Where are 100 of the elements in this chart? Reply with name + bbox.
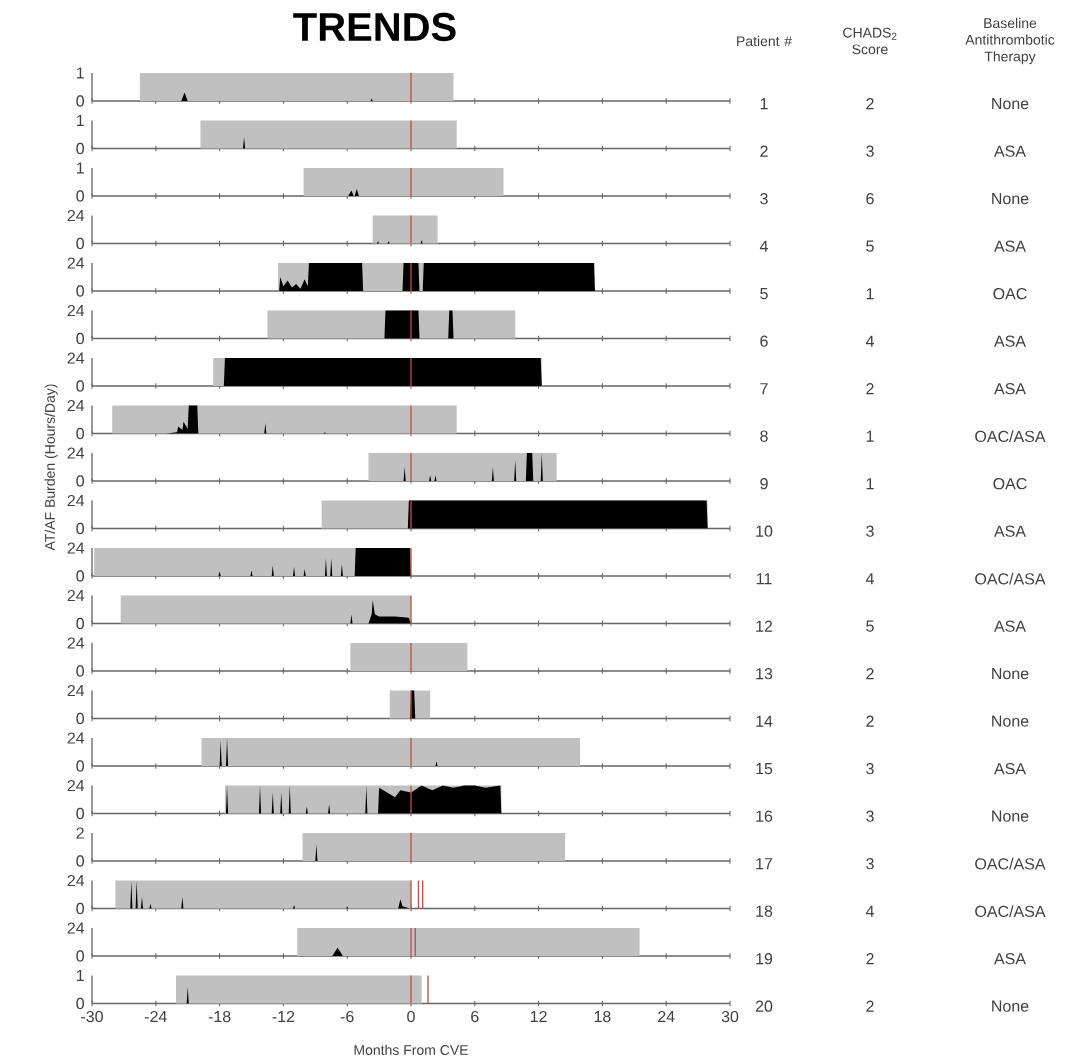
text: OAC bbox=[993, 478, 1027, 490]
y-tick-label: 24 bbox=[67, 589, 85, 602]
x-tick-label: 24 bbox=[658, 1010, 675, 1023]
x-axis-title: Months From CVE bbox=[354, 1044, 468, 1055]
text: 2 bbox=[866, 1000, 874, 1012]
y-tick-label: 0 bbox=[76, 760, 85, 772]
text: 14 bbox=[756, 715, 773, 727]
text: 4 bbox=[759, 240, 768, 252]
y-tick-label: 24 bbox=[67, 352, 85, 364]
x-tick-label: 6 bbox=[471, 1010, 479, 1023]
text: 10 bbox=[756, 525, 773, 537]
text: ASA bbox=[994, 383, 1026, 395]
y-axis-title: AT/AF Burden (Hours/Day) bbox=[44, 384, 58, 551]
text: ASA bbox=[994, 953, 1026, 965]
text: 2 bbox=[866, 715, 874, 727]
text: 6 bbox=[866, 193, 874, 205]
text: ASA bbox=[994, 145, 1026, 157]
text: 17 bbox=[756, 858, 773, 870]
text: 13 bbox=[756, 668, 773, 680]
text: 1 bbox=[866, 288, 874, 300]
y-tick-label: 24 bbox=[67, 209, 85, 222]
text: 20 bbox=[755, 1000, 773, 1012]
y-tick-label: 0 bbox=[76, 142, 85, 155]
text: Patient # bbox=[737, 35, 792, 47]
y-tick-label: 1 bbox=[76, 162, 84, 174]
y-tick-label: 0 bbox=[76, 475, 85, 487]
text: 5 bbox=[866, 620, 874, 632]
text: 2 bbox=[866, 98, 874, 110]
text: 12 bbox=[756, 620, 773, 632]
text: 1 bbox=[866, 430, 874, 442]
text: 6 bbox=[760, 335, 768, 347]
x-tick-label: 18 bbox=[594, 1010, 611, 1023]
text: 2 bbox=[866, 668, 874, 680]
y-tick-label: 0 bbox=[76, 665, 85, 677]
x-tick-label: 12 bbox=[530, 1010, 547, 1023]
text: OAC bbox=[993, 288, 1027, 300]
y-tick-label: 24 bbox=[67, 732, 85, 744]
y-tick-label: 24 bbox=[67, 637, 85, 649]
text: 4 bbox=[865, 573, 874, 585]
x-tick-label: -18 bbox=[208, 1010, 231, 1023]
text: 2 bbox=[760, 145, 768, 157]
y-tick-label: 24 bbox=[67, 494, 85, 507]
x-tick-label: -24 bbox=[144, 1010, 167, 1023]
x-tick-label: 0 bbox=[407, 1010, 415, 1023]
y-tick-label: 0 bbox=[76, 380, 85, 392]
text: 5 bbox=[866, 240, 874, 252]
text: 16 bbox=[756, 810, 773, 822]
text: None bbox=[992, 98, 1029, 110]
y-tick-label: 1 bbox=[76, 970, 84, 982]
y-tick-label: 0 bbox=[76, 522, 85, 535]
text: 3 bbox=[866, 525, 874, 537]
y-tick-label: 0 bbox=[76, 902, 85, 915]
text: 1 bbox=[866, 478, 874, 490]
text: None bbox=[992, 810, 1029, 822]
y-tick-label: 24 bbox=[67, 542, 85, 554]
text: 4 bbox=[865, 335, 874, 347]
text: 4 bbox=[865, 905, 874, 917]
y-tick-label: 24 bbox=[67, 779, 85, 792]
text: None bbox=[992, 715, 1029, 727]
text: ASA bbox=[994, 335, 1026, 347]
x-tick-label: -12 bbox=[272, 1010, 295, 1023]
text: 3 bbox=[866, 858, 874, 870]
text: ASA bbox=[994, 525, 1026, 537]
y-tick-label: 0 bbox=[76, 712, 85, 725]
y-tick-label: 0 bbox=[76, 617, 85, 630]
chart-title: TRENDS bbox=[293, 12, 456, 42]
text: OAC/ASA bbox=[975, 430, 1046, 443]
text: 2 bbox=[866, 953, 874, 965]
text: 15 bbox=[756, 763, 773, 775]
text: Baseline Antithrombotic Therapy bbox=[965, 17, 1055, 65]
y-tick-label: 0 bbox=[76, 570, 85, 582]
y-tick-label: 1 bbox=[76, 115, 84, 126]
y-tick-label: 0 bbox=[76, 855, 85, 867]
y-tick-label: 24 bbox=[67, 684, 85, 697]
x-tick-label: -6 bbox=[340, 1010, 354, 1023]
text: 9 bbox=[760, 478, 768, 490]
y-tick-label: 0 bbox=[76, 237, 85, 250]
y-tick-label: 0 bbox=[76, 332, 85, 345]
y-tick-label: 0 bbox=[76, 190, 85, 202]
y-tick-label: 24 bbox=[67, 922, 85, 934]
text: 1 bbox=[760, 98, 768, 110]
text: 11 bbox=[756, 573, 772, 585]
text: 18 bbox=[756, 905, 773, 917]
text: OAC/ASA bbox=[975, 572, 1046, 585]
y-tick-label: 24 bbox=[67, 257, 85, 269]
text: 19 bbox=[756, 953, 773, 965]
y-tick-label: 24 bbox=[67, 304, 85, 317]
text: 8 bbox=[760, 430, 768, 442]
text: 3 bbox=[866, 810, 874, 822]
text: 5 bbox=[760, 288, 768, 300]
text: 3 bbox=[760, 193, 768, 205]
y-tick-label: 2 bbox=[76, 827, 84, 839]
text: None bbox=[992, 193, 1029, 205]
y-tick-label: 24 bbox=[67, 399, 85, 412]
text: 7 bbox=[760, 383, 768, 395]
text: 2 bbox=[866, 383, 874, 395]
y-tick-label: 24 bbox=[67, 447, 85, 459]
text: ASA bbox=[994, 240, 1026, 252]
y-tick-label: 0 bbox=[76, 950, 85, 962]
y-tick-label: 0 bbox=[76, 427, 85, 440]
